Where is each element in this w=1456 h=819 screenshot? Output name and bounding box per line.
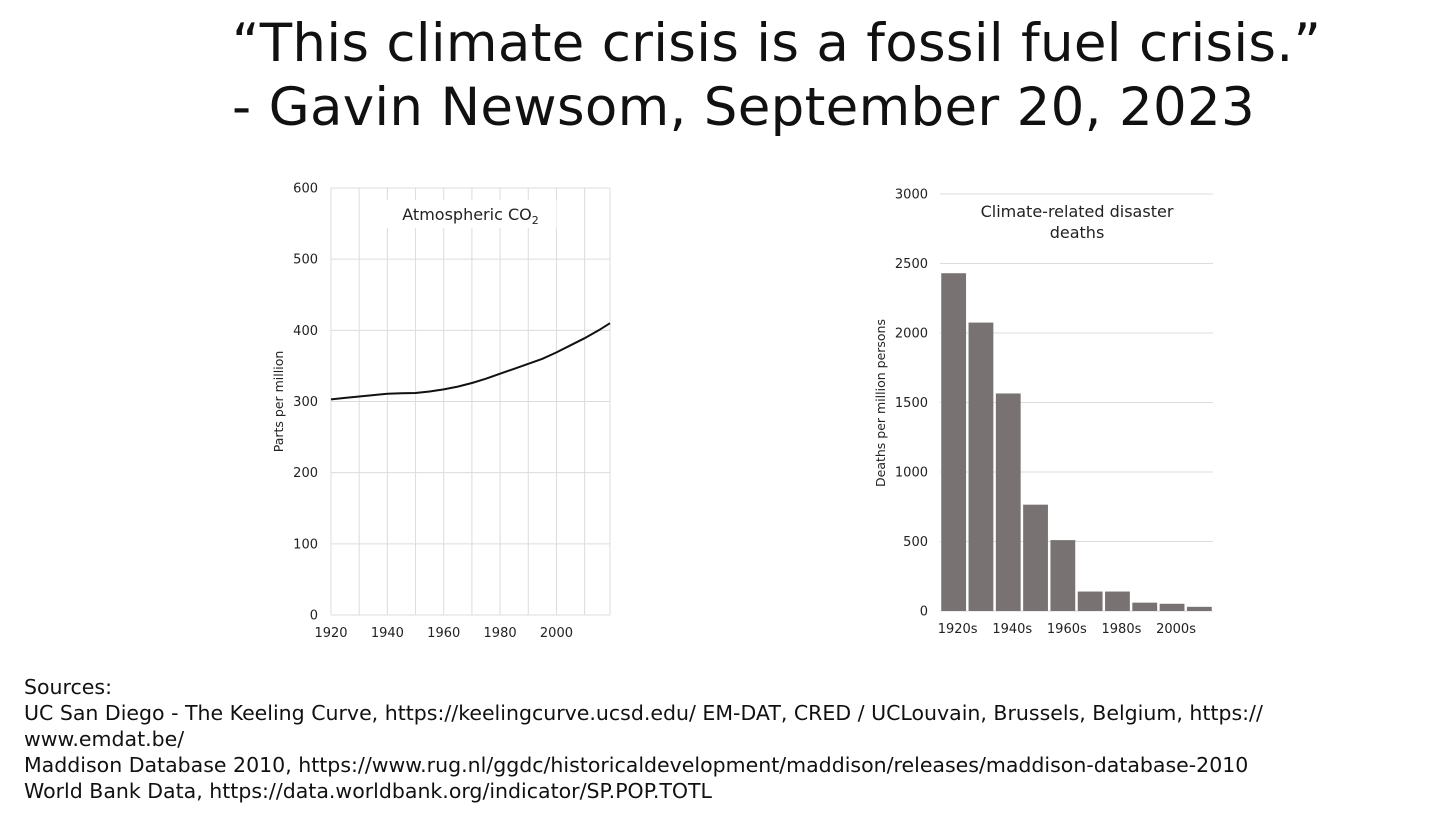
deaths-bars (941, 273, 1212, 611)
co2-x-tick-label: 2000 (540, 626, 573, 641)
deaths-bar-1990s (1132, 602, 1158, 611)
co2-y-tick-label: 200 (293, 466, 318, 481)
deaths-bar-1950s (1023, 504, 1048, 611)
co2-y-tick-label: 600 (293, 182, 318, 197)
deaths-y-tick-label: 500 (903, 535, 928, 550)
deaths-bar-1970s (1077, 591, 1103, 611)
quote-attribution: - Gavin Newsom, September 20, 2023 (232, 77, 1256, 138)
co2-y-axis-label: Parts per million (271, 351, 286, 453)
disaster-deaths-bar-chart: 0 500 1000 1500 2000 2500 3000 1920s 1940s 1960s… (873, 188, 1213, 637)
deaths-bar-1940s (995, 393, 1021, 611)
co2-y-tick-label: 100 (293, 537, 318, 552)
deaths-x-tick-label: 1980s (1102, 622, 1142, 637)
co2-grid (330, 187, 611, 616)
source-line: Maddison Database 2010, https://www.rug.… (24, 753, 1249, 777)
deaths-x-ticks: 1920s 1940s 1960s 1980s 2000s (938, 622, 1196, 637)
deaths-x-tick-label: 1940s (992, 622, 1032, 637)
deaths-x-tick-label: 1960s (1047, 622, 1087, 637)
deaths-x-tick-label: 1920s (938, 622, 978, 637)
co2-y-tick-label: 0 (310, 609, 318, 624)
co2-y-tick-label: 400 (293, 324, 318, 339)
co2-x-tick-label: 1980 (484, 626, 517, 641)
source-line: UC San Diego - The Keeling Curve, https:… (24, 701, 1263, 725)
deaths-bar-1960s (1050, 540, 1076, 611)
co2-x-tick-label: 1920 (314, 626, 347, 641)
co2-series-line (330, 322, 611, 401)
deaths-x-tick-label: 2000s (1156, 622, 1196, 637)
deaths-y-tick-label: 0 (920, 605, 928, 620)
co2-x-ticks: 1920 1940 1960 1980 2000 (314, 626, 573, 641)
deaths-bar-1920s (941, 273, 967, 611)
source-line: World Bank Data, https://data.worldbank.… (24, 779, 712, 803)
deaths-y-axis-label: Deaths per million persons (873, 319, 888, 487)
co2-title-background (384, 200, 557, 228)
quote-text: “This climate crisis is a fossil fuel cr… (232, 13, 1322, 74)
co2-chart-title: Atmospheric CO2 (402, 205, 538, 227)
deaths-chart-title-line-1: Climate-related disaster (981, 202, 1174, 221)
deaths-bar-1930s (968, 322, 994, 611)
deaths-bar-2010s (1186, 606, 1212, 611)
deaths-y-tick-label: 1000 (895, 466, 928, 481)
deaths-bar-2000s (1159, 603, 1185, 611)
co2-x-tick-label: 1940 (371, 626, 404, 641)
sources-block: Sources: UC San Diego - The Keeling Curv… (24, 674, 1424, 804)
source-line: www.emdat.be/ (24, 727, 185, 751)
co2-x-tick-label: 1960 (427, 626, 460, 641)
co2-y-ticks: 0 100 200 300 400 500 600 (293, 182, 318, 624)
deaths-y-tick-label: 3000 (895, 188, 928, 203)
deaths-bar-1980s (1105, 591, 1130, 611)
co2-y-tick-label: 300 (293, 395, 318, 410)
deaths-y-tick-label: 1500 (895, 396, 928, 411)
sources-heading: Sources: (24, 675, 112, 699)
quote: “This climate crisis is a fossil fuel cr… (232, 12, 1321, 140)
deaths-y-ticks: 0 500 1000 1500 2000 2500 3000 (895, 188, 928, 620)
co2-line-chart: 0 100 200 300 400 500 600 1920 1940 1960 1980 2000… (271, 182, 611, 641)
deaths-y-tick-label: 2500 (895, 257, 928, 272)
co2-y-tick-label: 500 (293, 253, 318, 268)
deaths-chart-title-line-2: deaths (1050, 223, 1105, 242)
deaths-y-tick-label: 2000 (895, 327, 928, 342)
